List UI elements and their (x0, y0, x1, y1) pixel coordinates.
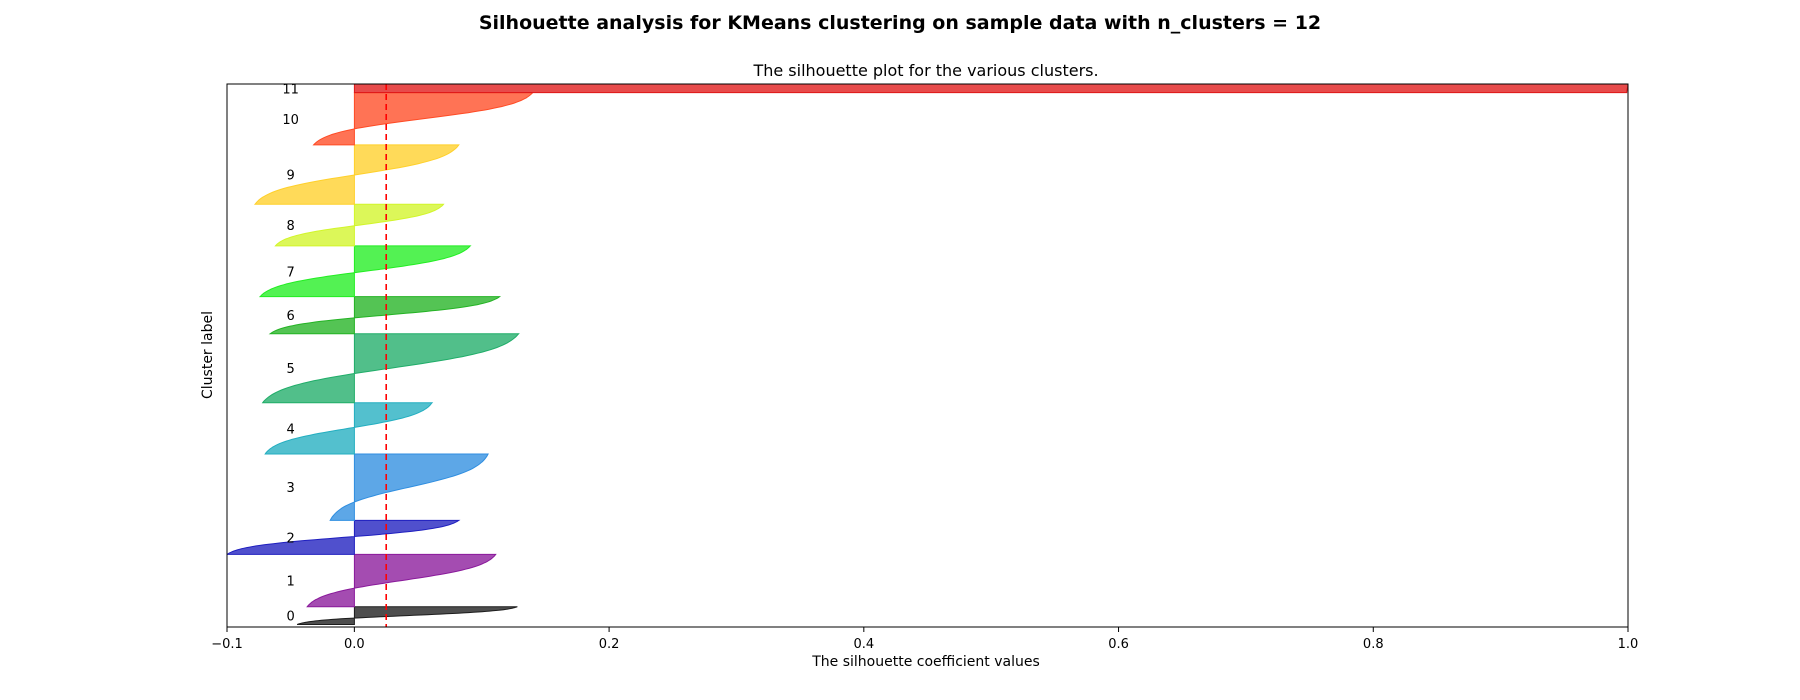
cluster-label-6: 6 (287, 309, 295, 324)
cluster-label-10: 10 (282, 113, 299, 128)
x-tick-label: −0.1 (211, 637, 243, 652)
cluster-label-7: 7 (287, 265, 295, 280)
x-axis-label: The silhouette coefficient values (811, 654, 1040, 670)
silhouette-areas (227, 84, 1628, 625)
cluster-label-8: 8 (287, 219, 295, 234)
cluster-label-3: 3 (287, 481, 295, 496)
y-axis-label: Cluster label (200, 311, 216, 399)
silhouette-cluster-8 (274, 203, 445, 247)
cluster-label-2: 2 (287, 531, 295, 546)
silhouette-cluster-6 (268, 296, 502, 335)
x-tick-label: 0.6 (1108, 637, 1129, 652)
cluster-label-5: 5 (287, 362, 295, 377)
silhouette-cluster-3 (329, 453, 489, 521)
cluster-label-9: 9 (287, 169, 295, 184)
x-tick-label: 0.4 (853, 637, 874, 652)
cluster-label-0: 0 (287, 610, 295, 625)
silhouette-cluster-11 (353, 84, 1628, 94)
x-axis-ticks: −0.1 0.0 0.2 0.4 0.6 0.8 1.0 (211, 627, 1638, 652)
figure-suptitle: Silhouette analysis for KMeans clusterin… (478, 12, 1322, 34)
silhouette-cluster-2 (227, 519, 461, 555)
axes-frame (226, 83, 1629, 628)
silhouette-cluster-10 (312, 92, 534, 146)
cluster-label-4: 4 (287, 422, 295, 437)
cluster-label-11: 11 (282, 82, 299, 97)
axes-title: The silhouette plot for the various clus… (752, 61, 1098, 80)
silhouette-cluster-9 (253, 144, 460, 205)
silhouette-cluster-0 (296, 606, 518, 625)
x-tick-label: 0.2 (599, 637, 620, 652)
cluster-label-1: 1 (287, 575, 295, 590)
silhouette-cluster-4 (264, 402, 434, 455)
x-tick-label: 0.0 (344, 637, 365, 652)
x-tick-label: 0.8 (1363, 637, 1384, 652)
cluster-labels: 0 1 2 3 4 5 6 7 8 9 10 11 (282, 82, 299, 624)
silhouette-cluster-5 (261, 333, 520, 404)
silhouette-cluster-7 (258, 245, 472, 298)
x-tick-label: 1.0 (1618, 637, 1639, 652)
silhouette-cluster-1 (306, 553, 497, 608)
